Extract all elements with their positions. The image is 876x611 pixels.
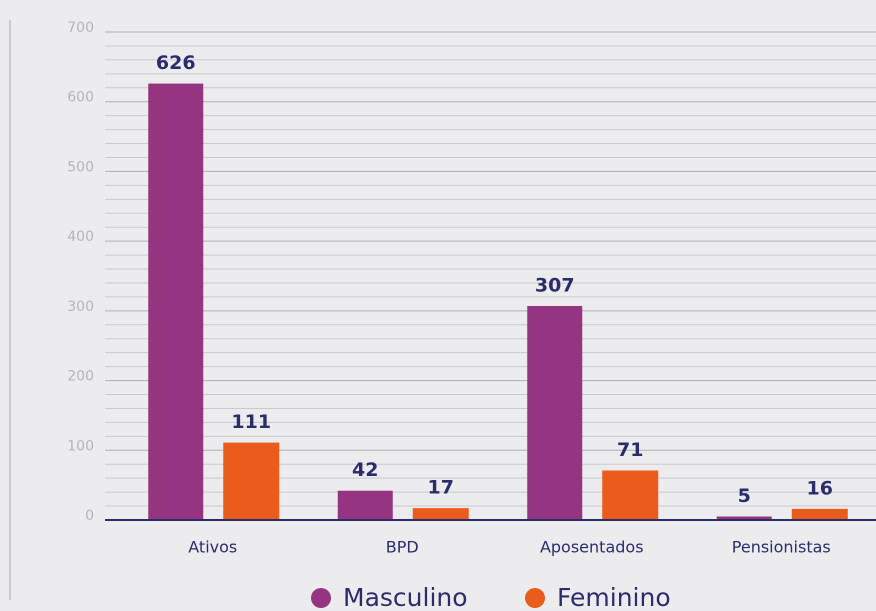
bar <box>791 508 848 520</box>
y-tick-label: 700 <box>67 20 94 36</box>
bar <box>223 442 280 520</box>
value-label: 16 <box>807 477 833 499</box>
legend-label: Masculino <box>343 583 468 611</box>
bar <box>716 516 772 520</box>
legend-marker <box>525 588 545 608</box>
y-tick-label: 400 <box>67 229 94 245</box>
value-label: 111 <box>231 411 271 433</box>
x-tick-label: Ativos <box>188 538 237 557</box>
value-label: 42 <box>352 459 378 481</box>
x-tick-label: BPD <box>386 538 419 557</box>
bar <box>337 490 393 520</box>
y-tick-label: 200 <box>67 369 94 385</box>
x-tick-label: Aposentados <box>540 538 644 557</box>
value-label: 626 <box>156 52 196 74</box>
legend-marker <box>311 588 331 608</box>
legend-label: Feminino <box>557 583 671 611</box>
value-label: 17 <box>428 477 454 499</box>
bar <box>412 508 469 520</box>
y-tick-label: 500 <box>67 159 94 175</box>
bar <box>148 83 204 521</box>
y-tick-label: 100 <box>67 438 94 454</box>
y-tick-label: 0 <box>85 508 94 524</box>
value-label: 307 <box>535 274 575 296</box>
value-label: 5 <box>738 485 751 507</box>
bar <box>527 305 583 520</box>
y-tick-label: 300 <box>67 299 94 315</box>
value-label: 71 <box>617 439 643 461</box>
y-tick-label: 600 <box>67 90 94 106</box>
bar <box>602 470 659 520</box>
x-tick-label: Pensionistas <box>732 538 831 557</box>
